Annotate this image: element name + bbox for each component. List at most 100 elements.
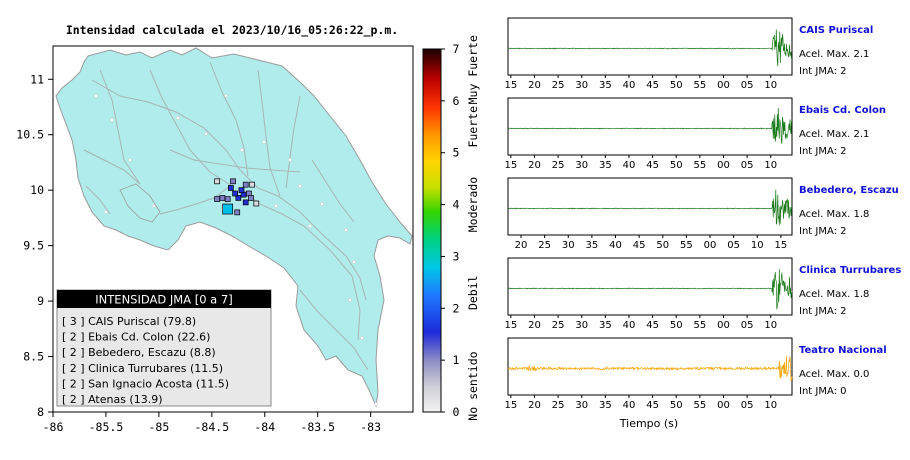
- waveform-tick-label: 20: [528, 400, 541, 411]
- waveform-frame: [507, 97, 793, 156]
- jma-intensity: Int JMA: 2: [799, 226, 847, 237]
- waveform-tick-label: 20: [528, 320, 541, 331]
- station-marker: [232, 190, 238, 197]
- waveform-panel: 15 20 25 30 35 40 45 50 55 00 05 10 Clinica Turrubar…: [504, 257, 901, 331]
- legend-item: [ 3 ] CAIS Puriscal (79.8): [62, 315, 196, 328]
- waveform-tick-label: 35: [599, 400, 612, 411]
- waveform-tick-label: 20: [528, 80, 541, 91]
- lon-tick-label: -85: [148, 420, 169, 434]
- waveform-tick-label: 30: [575, 160, 588, 171]
- waveform-tick-label: 30: [575, 320, 588, 331]
- lat-tick-label: 10.5: [16, 128, 44, 142]
- waveform-tick-label: 15: [504, 160, 517, 171]
- waveform-tick-label: 10: [764, 400, 777, 411]
- waveform-frame: [507, 177, 793, 236]
- legend-title: INTENSIDAD JMA [0 a 7]: [95, 293, 232, 307]
- legend-item: [ 2 ] Ebais Cd. Colon (22.6): [62, 331, 210, 344]
- road-network: [83, 61, 369, 371]
- peak-accel: Acel. Max. 2.1: [799, 129, 869, 140]
- legend-item: [ 2 ] Atenas (13.9): [62, 393, 163, 406]
- station-name: Ebais Cd. Colon: [799, 105, 886, 116]
- waveform-tick-label: 15: [504, 400, 517, 411]
- peak-accel: Acel. Max. 1.8: [799, 209, 869, 220]
- waveform-panel: 15 20 25 30 35 40 45 50 55 00 05 10 Ebais Cd. Colon A…: [504, 97, 886, 171]
- colorbar-tick-label: 0: [453, 405, 460, 419]
- colorbar-tick-label: 4: [453, 198, 460, 212]
- waveform-tick-label: 50: [656, 240, 669, 251]
- legend-background: [56, 289, 272, 407]
- station-marker: [224, 196, 231, 202]
- waveform-tick-label: 30: [575, 80, 588, 91]
- waveform-tick-label: 05: [741, 400, 754, 411]
- waveform-tick-label: 55: [693, 320, 706, 331]
- waveform-trace: [507, 29, 793, 67]
- waveform-tick-label: 55: [693, 400, 706, 411]
- waveform-tick-label: 10: [764, 160, 777, 171]
- colorbar-tick-label: 6: [453, 94, 460, 108]
- waveform-tick-label: 50: [670, 400, 683, 411]
- station-marker: [249, 181, 255, 188]
- lat-tick-label: 11: [30, 72, 44, 86]
- waveform-tick-label: 45: [646, 80, 659, 91]
- intensity-colorbar: 0 1 2 3 4 5 6 7 No sentido Debil Moderado Fuerte Mu…: [422, 35, 480, 421]
- waveform-trace: [507, 268, 793, 310]
- waveform-tick-label: 50: [670, 320, 683, 331]
- lon-tick-label: -85.5: [89, 420, 124, 434]
- lat-tick-label: 8: [37, 405, 44, 419]
- map-frame: [52, 45, 414, 413]
- waveform-tick-label: 25: [552, 80, 565, 91]
- waveform-tick-label: 35: [599, 160, 612, 171]
- waveform-tick-label: 50: [670, 80, 683, 91]
- waveform-tick-label: 10: [751, 240, 764, 251]
- waveform-tick-label: 30: [575, 400, 588, 411]
- waveform-tick-label: 35: [599, 80, 612, 91]
- legend-item: [ 2 ] San Ignacio Acosta (11.5): [62, 377, 229, 390]
- station-name: Teatro Nacional: [799, 345, 887, 356]
- map-axes: -86 -85.5 -85 -84.5 -84 -83.5 -83 11 10.5 10 9.5 9 8…: [16, 72, 381, 434]
- station-marker: [242, 199, 249, 206]
- colorbar-tick-label: 7: [453, 42, 460, 56]
- colorbar-category-label: Muy Fuerte: [466, 35, 480, 104]
- colorbar-tick-label: 2: [453, 301, 460, 315]
- colorbar-category-label: No sentido: [466, 351, 480, 420]
- legend-item: [ 2 ] Bebedero, Escazu (8.8): [62, 346, 216, 359]
- station-marker: [253, 200, 260, 207]
- waveform-tick-label: 15: [775, 240, 788, 251]
- station-marker: [242, 181, 249, 188]
- waveform-tick-label: 35: [599, 320, 612, 331]
- colorbar-tick-label: 1: [453, 353, 460, 367]
- station-marker: [219, 195, 226, 201]
- colorbar-category-label: Fuerte: [466, 106, 480, 148]
- waveform-tick-label: 55: [693, 80, 706, 91]
- waveform-frame: [507, 17, 793, 76]
- waveform-tick-label: 55: [680, 240, 693, 251]
- lon-tick-label: -83: [360, 420, 381, 434]
- colorbar-gradient: [422, 48, 442, 413]
- map-title: Intensidad calculada el 2023/10/16_05:26…: [66, 23, 398, 38]
- colorbar-category-label: Moderado: [466, 177, 480, 232]
- waveform-tick-label: 05: [741, 160, 754, 171]
- station-marker: [230, 178, 236, 185]
- waveform-tick-label: 45: [646, 400, 659, 411]
- colorbar-ticks: 0 1 2 3 4 5 6 7: [441, 42, 460, 419]
- town-markers: [94, 94, 378, 406]
- peak-accel: Acel. Max. 2.1: [799, 49, 869, 60]
- legend-item: [ 2 ] Clinica Turrubares (11.5): [62, 362, 223, 375]
- station-marker: [235, 195, 242, 201]
- station-marker: [214, 178, 220, 185]
- lon-tick-label: -84.5: [195, 420, 230, 434]
- waveform-panel: 15 20 25 30 35 40 45 50 55 00 05 10 CAIS Puriscal Ace…: [504, 17, 873, 91]
- colorbar-tick-label: 3: [453, 249, 460, 263]
- waveform-frame: [507, 257, 793, 316]
- waveform-tick-label: 05: [741, 320, 754, 331]
- lat-tick-label: 8.5: [23, 350, 44, 364]
- station-marker: [228, 185, 234, 191]
- waveform-tick-label: 45: [633, 240, 646, 251]
- waveform-tick-label: 00: [717, 320, 730, 331]
- station-marker: [238, 187, 245, 194]
- legend-header: [57, 290, 271, 308]
- peak-accel: Acel. Max. 0.0: [799, 369, 869, 380]
- waveform-tick-label: 40: [623, 80, 636, 91]
- waveform-trace: [507, 189, 793, 226]
